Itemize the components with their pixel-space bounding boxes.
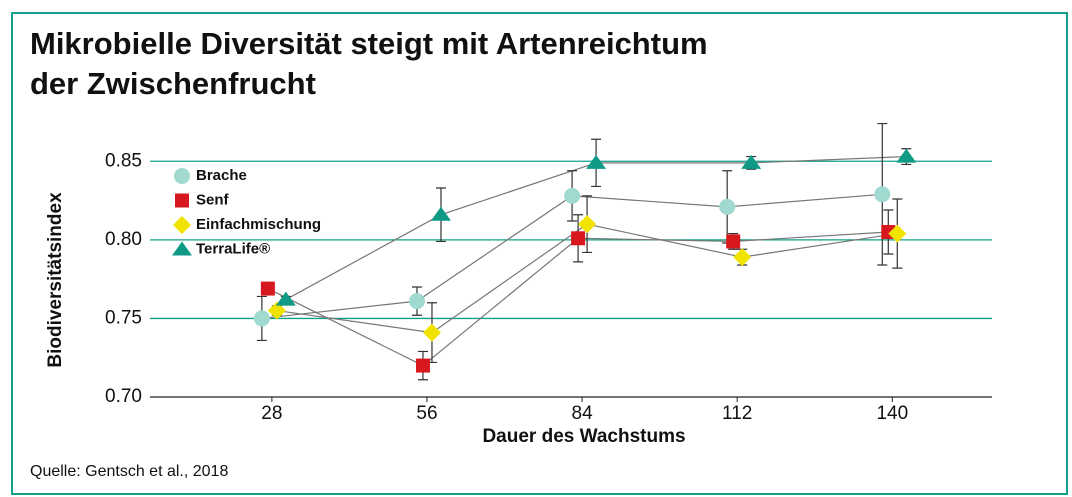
legend-marker [175, 193, 189, 208]
marker [430, 206, 451, 221]
x-axis-label: Dauer des Wachstums [482, 426, 685, 447]
legend-label: Brache [196, 167, 247, 184]
marker [408, 293, 425, 310]
marker [253, 310, 270, 327]
legend-marker [172, 241, 192, 256]
y-tick-label: 0.75 [105, 307, 142, 328]
y-tick-label: 0.70 [105, 386, 142, 407]
marker [741, 154, 762, 169]
source: Quelle: Gentsch et al., 2018 [30, 463, 228, 480]
marker [888, 224, 907, 243]
marker [415, 358, 430, 373]
marker [896, 148, 917, 163]
marker [260, 281, 275, 296]
legend-label: Einfachmischung [196, 216, 321, 233]
marker [564, 187, 581, 204]
marker [719, 198, 736, 215]
marker [267, 301, 286, 320]
y-tick-label: 0.85 [105, 150, 142, 171]
y-axis-label: Biodiversitätsindex [45, 192, 66, 368]
marker [275, 291, 296, 306]
marker [733, 248, 752, 267]
legend-label: Senf [196, 191, 230, 208]
y-tick-label: 0.80 [105, 229, 142, 250]
x-tick-label: 84 [572, 403, 594, 424]
marker [586, 154, 607, 169]
x-tick-label: 28 [261, 403, 282, 424]
x-tick-label: 112 [722, 403, 752, 424]
marker [571, 231, 586, 246]
chart-title: Mikrobielle Diversität steigt mit Artenr… [30, 26, 708, 61]
marker [578, 215, 597, 234]
marker [726, 234, 741, 249]
legend-marker [174, 168, 190, 184]
marker [422, 323, 441, 342]
legend-marker [173, 216, 191, 234]
marker [874, 186, 891, 203]
frame [11, 12, 1068, 495]
chart-title: der Zwischenfrucht [30, 66, 316, 101]
x-tick-label: 140 [876, 403, 908, 424]
x-tick-label: 56 [416, 403, 437, 424]
legend-label: TerraLife® [196, 240, 270, 257]
